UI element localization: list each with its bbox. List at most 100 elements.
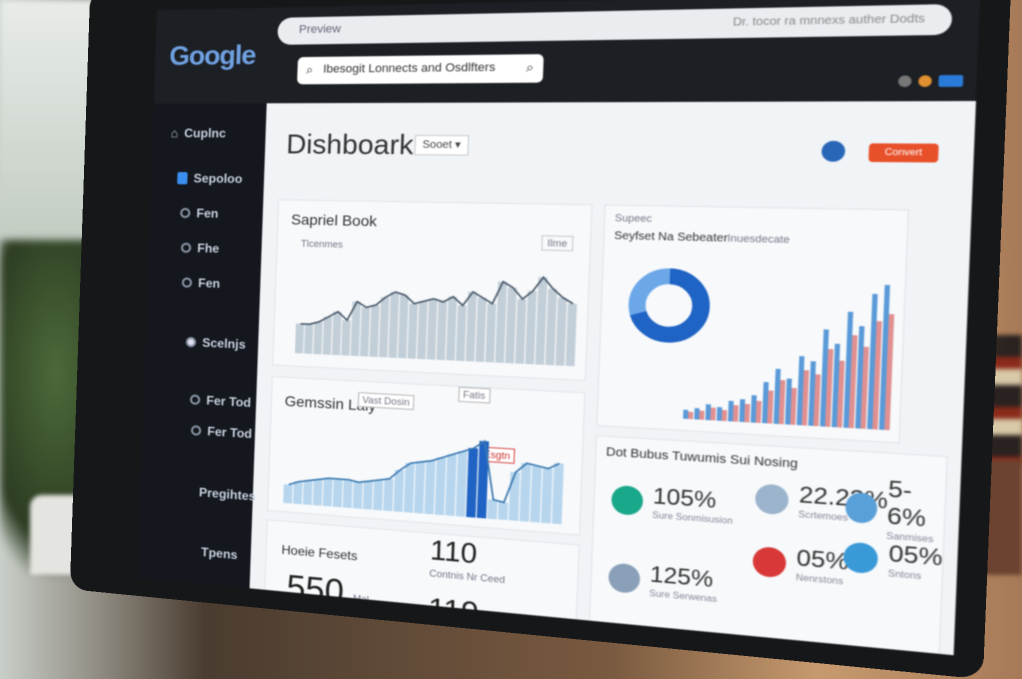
sidebar-item-tpens[interactable]: Tpens [201, 545, 238, 563]
filter-button[interactable]: Ilme [541, 235, 573, 251]
circle-icon [181, 243, 192, 253]
chart-bar [283, 484, 292, 503]
sidebar-item-fer-tod[interactable]: Fer Tod [190, 392, 252, 410]
chart-bar [475, 298, 486, 362]
kpi-value-2: 110 [430, 534, 478, 571]
card-title: Sapriel Book [291, 211, 377, 230]
chart-bar [303, 480, 313, 505]
chart-bar [683, 410, 688, 419]
sidebar-item-sepoloo[interactable]: Sepoloo [177, 171, 243, 186]
chart-bar [333, 479, 343, 508]
chart-bar [343, 479, 353, 508]
chart-bar [295, 324, 304, 354]
chart-bar [456, 305, 467, 361]
chart-bar [555, 298, 567, 366]
chart-bar [541, 468, 553, 523]
stat-icon [608, 562, 641, 594]
period-select[interactable]: Sooet ▾ [414, 135, 469, 156]
chart-bar [436, 302, 447, 360]
chart-bar [728, 401, 734, 422]
chart-bar [424, 460, 435, 514]
sidebar-item-pregihtes[interactable]: Pregihtes [199, 485, 256, 504]
url-text: Preview [299, 23, 341, 36]
stat-item: 105% Sure Sonmisusion [611, 481, 734, 526]
area-chart [295, 259, 580, 366]
sidebar-label: Cuplnc [184, 126, 226, 140]
main-content: Dishboark Sooet ▾ Convert Sapriel Book T… [250, 101, 976, 655]
chart-bar [414, 462, 425, 514]
chart-bar [498, 502, 508, 520]
settings-icon[interactable] [898, 75, 912, 87]
chart-bar [733, 405, 739, 422]
chart-bar [694, 408, 699, 420]
address-bar[interactable]: Preview Dr. tocor ra mnnexs auther Dodts [277, 4, 952, 45]
chart-bar [388, 292, 399, 358]
chart-bar [699, 411, 704, 420]
chart-bar [466, 448, 478, 518]
sidebar-item-scelnjs[interactable]: Scelnjs [186, 335, 246, 352]
chart-bar [404, 463, 415, 513]
chart-tooltip: Vast Dosin [358, 392, 415, 410]
sidebar-item-fer-tod-2[interactable]: Fer Tod [191, 423, 253, 441]
card-title: Seyfset Na Sebeater [614, 230, 728, 245]
sidebar-label: Fhe [197, 241, 219, 256]
monitor: Google Preview Dr. tocor ra mnnexs auther… [70, 0, 1012, 679]
account-icon[interactable] [938, 75, 963, 87]
search-input[interactable]: ⌕ Ibesogit Lonnects and Osdlfters ⌕ [297, 54, 544, 84]
card-label: Supeec [615, 212, 652, 224]
sidebar-label: Pregihtes [199, 485, 256, 504]
search-value: Ibesogit Lonnects and Osdlfters [323, 61, 496, 76]
sidebar-item-fen-2[interactable]: Fen [182, 275, 221, 291]
kpi-value-3: 119 [427, 591, 479, 630]
kpi-unit-1: Mal [353, 593, 369, 605]
chart-bar [313, 322, 322, 355]
kpi-label-3: Fosfeondeeet [427, 632, 490, 649]
sidebar-item-fen[interactable]: Fen [180, 206, 219, 221]
kpi-label-1: Cunpaer Aetioed Usred [279, 611, 380, 632]
chart-bar [456, 451, 468, 517]
chart-bar [393, 470, 404, 512]
cta-button[interactable]: Convert [868, 143, 938, 162]
select-value: Sooet [422, 139, 452, 151]
chart-bar [505, 287, 517, 363]
chart-bar [435, 457, 446, 515]
chart-bar [398, 295, 409, 358]
chart-bar [756, 401, 762, 423]
card-stats: Dot Bubus Tuwumis Sui Nosing 105% Sure So… [589, 435, 948, 655]
bar-area-chart [283, 420, 566, 525]
legend-label: Inuesdecate [727, 233, 790, 246]
url-hint: Dr. tocor ra mnnexs auther Dodts [733, 13, 926, 29]
kpi-title: Hoeie Fesets [281, 542, 357, 563]
card-kpis: Hoeie Fesets 550 Mal Cunpaer Aetioed Usr… [262, 519, 579, 655]
browser-topbar: Google Preview Dr. tocor ra mnnexs auther… [154, 0, 981, 104]
chart-bar [515, 299, 526, 364]
chart-bar [417, 301, 428, 359]
home-icon: ⌂ [171, 126, 179, 140]
sidebar-label: Fer Tod [207, 424, 252, 441]
chart-bar [427, 299, 438, 360]
notification-icon[interactable] [918, 75, 932, 87]
kpi-unit-3: Nekl [484, 614, 505, 627]
chart-bar [363, 481, 373, 510]
search-icon[interactable]: ⌕ [526, 60, 534, 77]
chart-bar [407, 303, 417, 358]
sidebar-item-cuplnc[interactable]: ⌂ Cuplnc [171, 126, 227, 141]
chart-bar [373, 480, 383, 511]
chart-bar [525, 291, 537, 364]
sidebar-label: Tpens [201, 545, 238, 563]
sidebar-label: Fen [196, 206, 218, 221]
circle-icon [186, 337, 197, 348]
chart-bar [379, 297, 390, 357]
stat-value: 5-6% [886, 477, 945, 535]
stat-item: 05% Nenrstons [752, 543, 849, 588]
avatar[interactable] [821, 141, 845, 162]
chart-bar [535, 277, 547, 365]
chart-bar [353, 482, 363, 509]
stat-item: 05% Sntons [843, 538, 943, 583]
sidebar-item-fhe[interactable]: Fhe [181, 240, 220, 255]
stat-icon [755, 483, 789, 515]
kpi-value-1: 550 [286, 568, 345, 612]
chart-bar [530, 466, 542, 523]
stat-icon [752, 546, 786, 578]
chart-bar [710, 408, 715, 421]
